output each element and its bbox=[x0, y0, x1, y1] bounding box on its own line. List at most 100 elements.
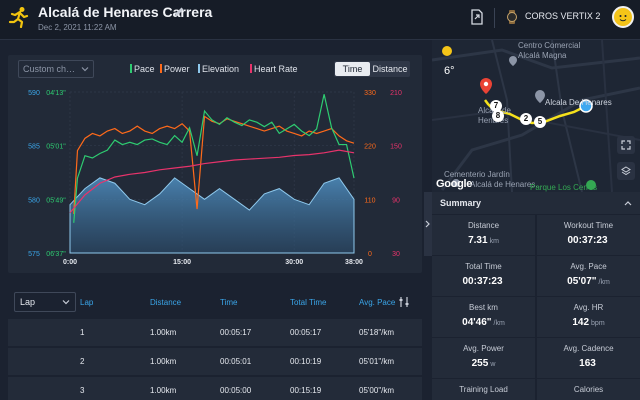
series-power bbox=[73, 115, 355, 215]
x-tick: 30:00 bbox=[285, 259, 303, 266]
y-tick-elevation: 575 bbox=[28, 251, 40, 258]
lap-marker[interactable]: 7 bbox=[490, 100, 502, 112]
lap-marker[interactable]: 5 bbox=[534, 116, 546, 128]
summary-total-time: Total Time 00:37:23 bbox=[432, 256, 535, 296]
y-tick-pace: 06'37" bbox=[46, 251, 66, 258]
summary-distance: Distance 7.31 km bbox=[432, 215, 535, 255]
summary-value: 04'46" bbox=[462, 317, 492, 328]
col-lap[interactable]: Lap bbox=[80, 298, 94, 307]
legend-heart-rate-label: Heart Rate bbox=[254, 64, 298, 74]
activity-title: Alcalá de Henares Carrera bbox=[38, 4, 213, 20]
x-tick: 15:00 bbox=[173, 259, 191, 266]
cell-distance: 1.00km bbox=[150, 357, 177, 366]
series-elevation bbox=[69, 177, 355, 254]
lap-marker[interactable]: 2 bbox=[520, 113, 532, 125]
y-tick-pace: 05'01" bbox=[46, 144, 66, 151]
legend-pace-label: Pace bbox=[134, 64, 155, 74]
summary-value: 142 bbox=[572, 317, 590, 328]
cell-avg-pace: 05'18"/km bbox=[359, 328, 395, 337]
legend-elevation[interactable]: Elevation bbox=[198, 64, 239, 74]
toggle-time-button[interactable]: Time bbox=[335, 62, 370, 76]
summary-avg-cadence: Avg. Cadence 163 bbox=[537, 338, 640, 378]
legend-power[interactable]: Power bbox=[160, 64, 190, 74]
summary-workout-time: Workout Time 00:37:23 bbox=[537, 215, 640, 255]
lap-table-header: Lap Lap Distance Time Total Time Avg. Pa… bbox=[8, 292, 422, 314]
y-tick-power: 0 bbox=[368, 251, 372, 258]
chart-type-select[interactable]: Custom ch… bbox=[18, 60, 94, 78]
summary-unit: w bbox=[490, 361, 496, 368]
chevron-down-icon bbox=[62, 300, 70, 305]
col-total-time[interactable]: Total Time bbox=[290, 298, 327, 307]
map-label: Parque Los Cerros bbox=[530, 183, 598, 192]
table-row[interactable]: 2 1.00km 00:05:01 00:10:19 05'01"/km bbox=[8, 347, 422, 375]
map-label: Alcalá de Henares... bbox=[470, 180, 543, 189]
summary-header[interactable]: Summary bbox=[432, 192, 640, 214]
fullscreen-button[interactable] bbox=[617, 136, 635, 154]
cell-time: 00:05:17 bbox=[220, 328, 252, 337]
summary-label: Workout Time bbox=[563, 221, 614, 230]
cell-total-time: 00:10:19 bbox=[290, 357, 322, 366]
cell-distance: 1.00km bbox=[150, 386, 177, 395]
cell-time: 00:05:00 bbox=[220, 386, 252, 395]
lap-type-select[interactable]: Lap bbox=[14, 292, 76, 312]
summary-unit: /km bbox=[493, 320, 505, 327]
summary-unit: /km bbox=[598, 279, 610, 286]
summary-label: Avg. Pace bbox=[570, 262, 607, 271]
collapse-panel-tab[interactable] bbox=[424, 192, 432, 256]
x-tick: 0:00 bbox=[63, 259, 77, 266]
export-file-icon[interactable] bbox=[470, 9, 484, 25]
sun-icon bbox=[442, 46, 452, 56]
layers-button[interactable] bbox=[617, 162, 635, 180]
summary-label: Avg. HR bbox=[573, 303, 604, 312]
y-tick-elevation: 585 bbox=[28, 144, 40, 151]
table-row[interactable]: 1 1.00km 00:05:17 00:05:17 05'18"/km bbox=[8, 318, 422, 346]
column-settings-icon[interactable] bbox=[398, 296, 410, 308]
map-label: Alcalá Magna bbox=[518, 51, 567, 60]
summary-value: 05'07" bbox=[567, 276, 597, 287]
legend-pace[interactable]: Pace bbox=[130, 64, 155, 74]
map-label: Centro Comercial bbox=[518, 41, 581, 50]
col-distance[interactable]: Distance bbox=[150, 298, 182, 307]
route-map[interactable]: 6° Centro Comercial Alcalá Magna Alcala … bbox=[432, 40, 640, 192]
edit-pencil-icon[interactable] bbox=[174, 6, 185, 17]
legend-power-swatch bbox=[160, 64, 162, 73]
summary-label: Avg. Power bbox=[463, 344, 504, 353]
summary-label: Distance bbox=[467, 221, 500, 230]
col-time[interactable]: Time bbox=[220, 298, 238, 307]
layers-icon bbox=[621, 166, 631, 176]
summary-label: Training Load bbox=[459, 385, 508, 394]
cell-lap: 2 bbox=[80, 357, 85, 366]
summary-value: 163 bbox=[579, 358, 596, 369]
summary-calories: Calories379kcal bbox=[537, 379, 640, 400]
cell-lap: 3 bbox=[80, 386, 85, 395]
cell-total-time: 00:15:19 bbox=[290, 386, 322, 395]
watch-icon bbox=[507, 10, 517, 24]
temperature: 6° bbox=[444, 65, 455, 77]
legend-elevation-swatch bbox=[198, 64, 200, 73]
summary-label: Total Time bbox=[465, 262, 502, 271]
legend-pace-swatch bbox=[130, 64, 132, 73]
summary-best-km: Best km 04'46"/km bbox=[432, 297, 535, 337]
lap-marker[interactable]: 8 bbox=[492, 110, 504, 122]
google-logo: Google bbox=[436, 178, 473, 190]
toggle-distance-button[interactable]: Distance bbox=[372, 64, 408, 74]
summary-avg-power: Avg. Power 255 w bbox=[432, 338, 535, 378]
summary-unit: km bbox=[489, 238, 499, 245]
y-tick-pace: 04'13" bbox=[46, 90, 66, 97]
summary-value: 255 bbox=[471, 358, 489, 369]
device-name[interactable]: COROS VERTIX 2 bbox=[525, 11, 601, 21]
fullscreen-icon bbox=[621, 140, 631, 150]
table-row[interactable]: 3 1.00km 00:05:00 00:15:19 05'00"/km bbox=[8, 376, 422, 400]
legend-heart-rate[interactable]: Heart Rate bbox=[250, 64, 298, 74]
y-tick-heart-rate: 30 bbox=[392, 251, 400, 258]
user-avatar[interactable] bbox=[612, 6, 634, 28]
lap-select-value: Lap bbox=[20, 297, 36, 307]
summary-unit: bpm bbox=[591, 320, 605, 327]
legend-power-label: Power bbox=[164, 64, 190, 74]
col-avg-pace[interactable]: Avg. Pace bbox=[359, 298, 396, 307]
series-heart-rate bbox=[69, 149, 355, 214]
summary-value: 00:37:23 bbox=[567, 235, 608, 246]
cell-total-time: 00:05:17 bbox=[290, 328, 322, 337]
y-tick-heart-rate: 210 bbox=[390, 90, 402, 97]
summary-avg-hr: Avg. HR 142 bpm bbox=[537, 297, 640, 337]
